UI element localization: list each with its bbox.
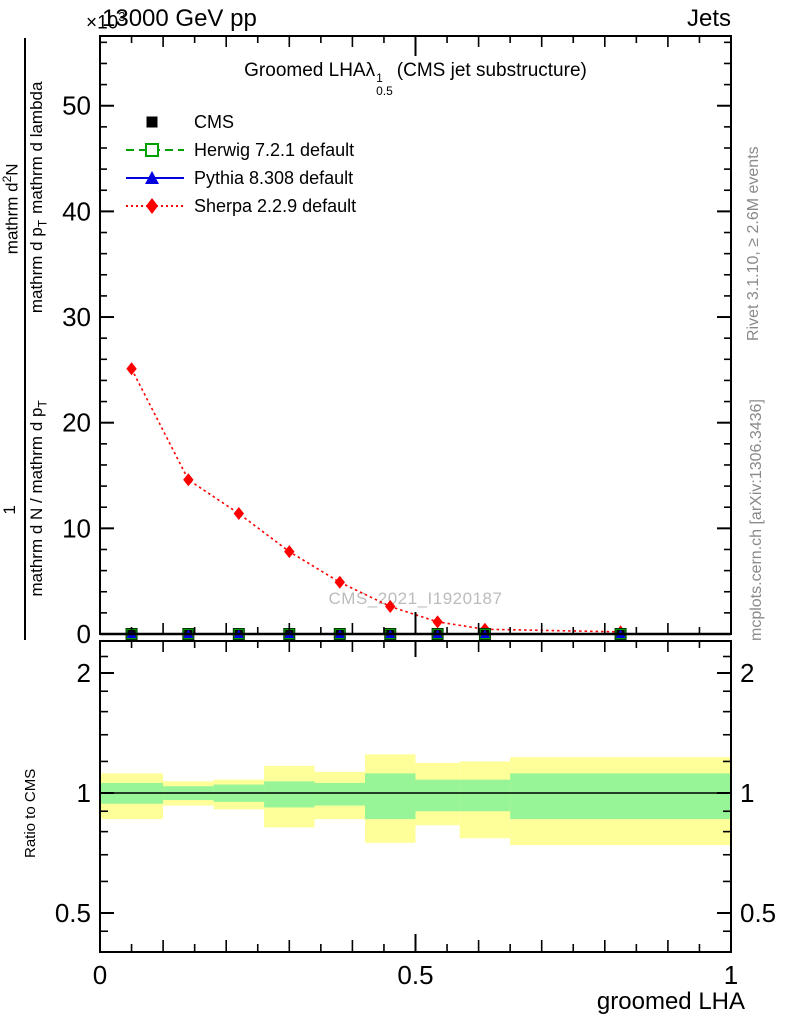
rivet-version-note: Rivet 3.1.10, ≥ 2.6M events [745, 146, 762, 341]
legend-entry-cms: CMS [125, 108, 356, 136]
legend-entry-pythia: Pythia 8.308 default [125, 164, 356, 192]
plot-title: Groomed LHAλ 1 0.5 (CMS jet substructure) [100, 60, 731, 97]
title-suffix: (CMS jet substructure) [396, 60, 587, 81]
pythia-marker-icon [126, 171, 184, 184]
watermark: CMS_2021_I1920187 [328, 589, 503, 608]
ratio-y-axis-label: Ratio to CMS [22, 768, 39, 858]
sherpa-marker-icon [126, 198, 184, 214]
svg-text:0: 0 [77, 619, 91, 649]
svg-text:0.5: 0.5 [740, 898, 776, 928]
legend-label-pythia: Pythia 8.308 default [194, 167, 354, 188]
svg-text:2: 2 [740, 658, 754, 688]
legend: CMS Herwig 7.2.1 default Pythia 8.308 de… [125, 108, 356, 220]
sherpa-series [126, 362, 626, 639]
svg-text:1: 1 [740, 778, 754, 808]
lambda-exponents: 1 0.5 [376, 71, 393, 98]
svg-text:1: 1 [724, 960, 738, 990]
lambda-symbol: λ [365, 60, 376, 81]
svg-text:40: 40 [62, 196, 91, 226]
svg-text:0: 0 [93, 960, 107, 990]
analysis-group-label: Jets [686, 5, 731, 32]
svg-text:2: 2 [77, 658, 91, 688]
main-y-axis-label: 1 mathrm d2N mathrm d N / mathrm d pT ma… [0, 38, 50, 640]
svg-text:0.5: 0.5 [397, 960, 433, 990]
mcplots-reference-note: mcplots.cern.ch [arXiv:1306.3436] [748, 399, 765, 641]
svg-text:20: 20 [62, 408, 91, 438]
y-label-denominator: mathrm d N / mathrm d pT mathrm d pTmath… [26, 81, 50, 597]
legend-entry-sherpa: Sherpa 2.2.9 default [125, 192, 356, 220]
svg-text:1: 1 [77, 778, 91, 808]
legend-label-herwig: Herwig 7.2.1 default [194, 139, 355, 160]
svg-text:10: 10 [62, 513, 91, 543]
axis-ticks [99, 36, 732, 952]
legend-label-sherpa: Sherpa 2.2.9 default [194, 195, 357, 216]
y-label-numerator: 1 mathrm d2N [0, 38, 26, 640]
herwig-marker-icon [126, 143, 184, 157]
cms-marker-icon [146, 116, 158, 128]
ratio-uncertainty-bands [100, 754, 731, 846]
legend-label-cms: CMS [194, 111, 234, 132]
title-text: Groomed LHA [244, 60, 366, 81]
svg-text:30: 30 [62, 302, 91, 332]
axis-scale-multiplier: ×103 [86, 9, 126, 34]
legend-entry-herwig: Herwig 7.2.1 default [125, 136, 356, 164]
svg-text:0.5: 0.5 [55, 898, 91, 928]
x-axis-label: groomed LHA [596, 988, 745, 1015]
svg-text:50: 50 [62, 91, 91, 121]
beam-energy-label: 13000 GeV pp [102, 5, 257, 32]
